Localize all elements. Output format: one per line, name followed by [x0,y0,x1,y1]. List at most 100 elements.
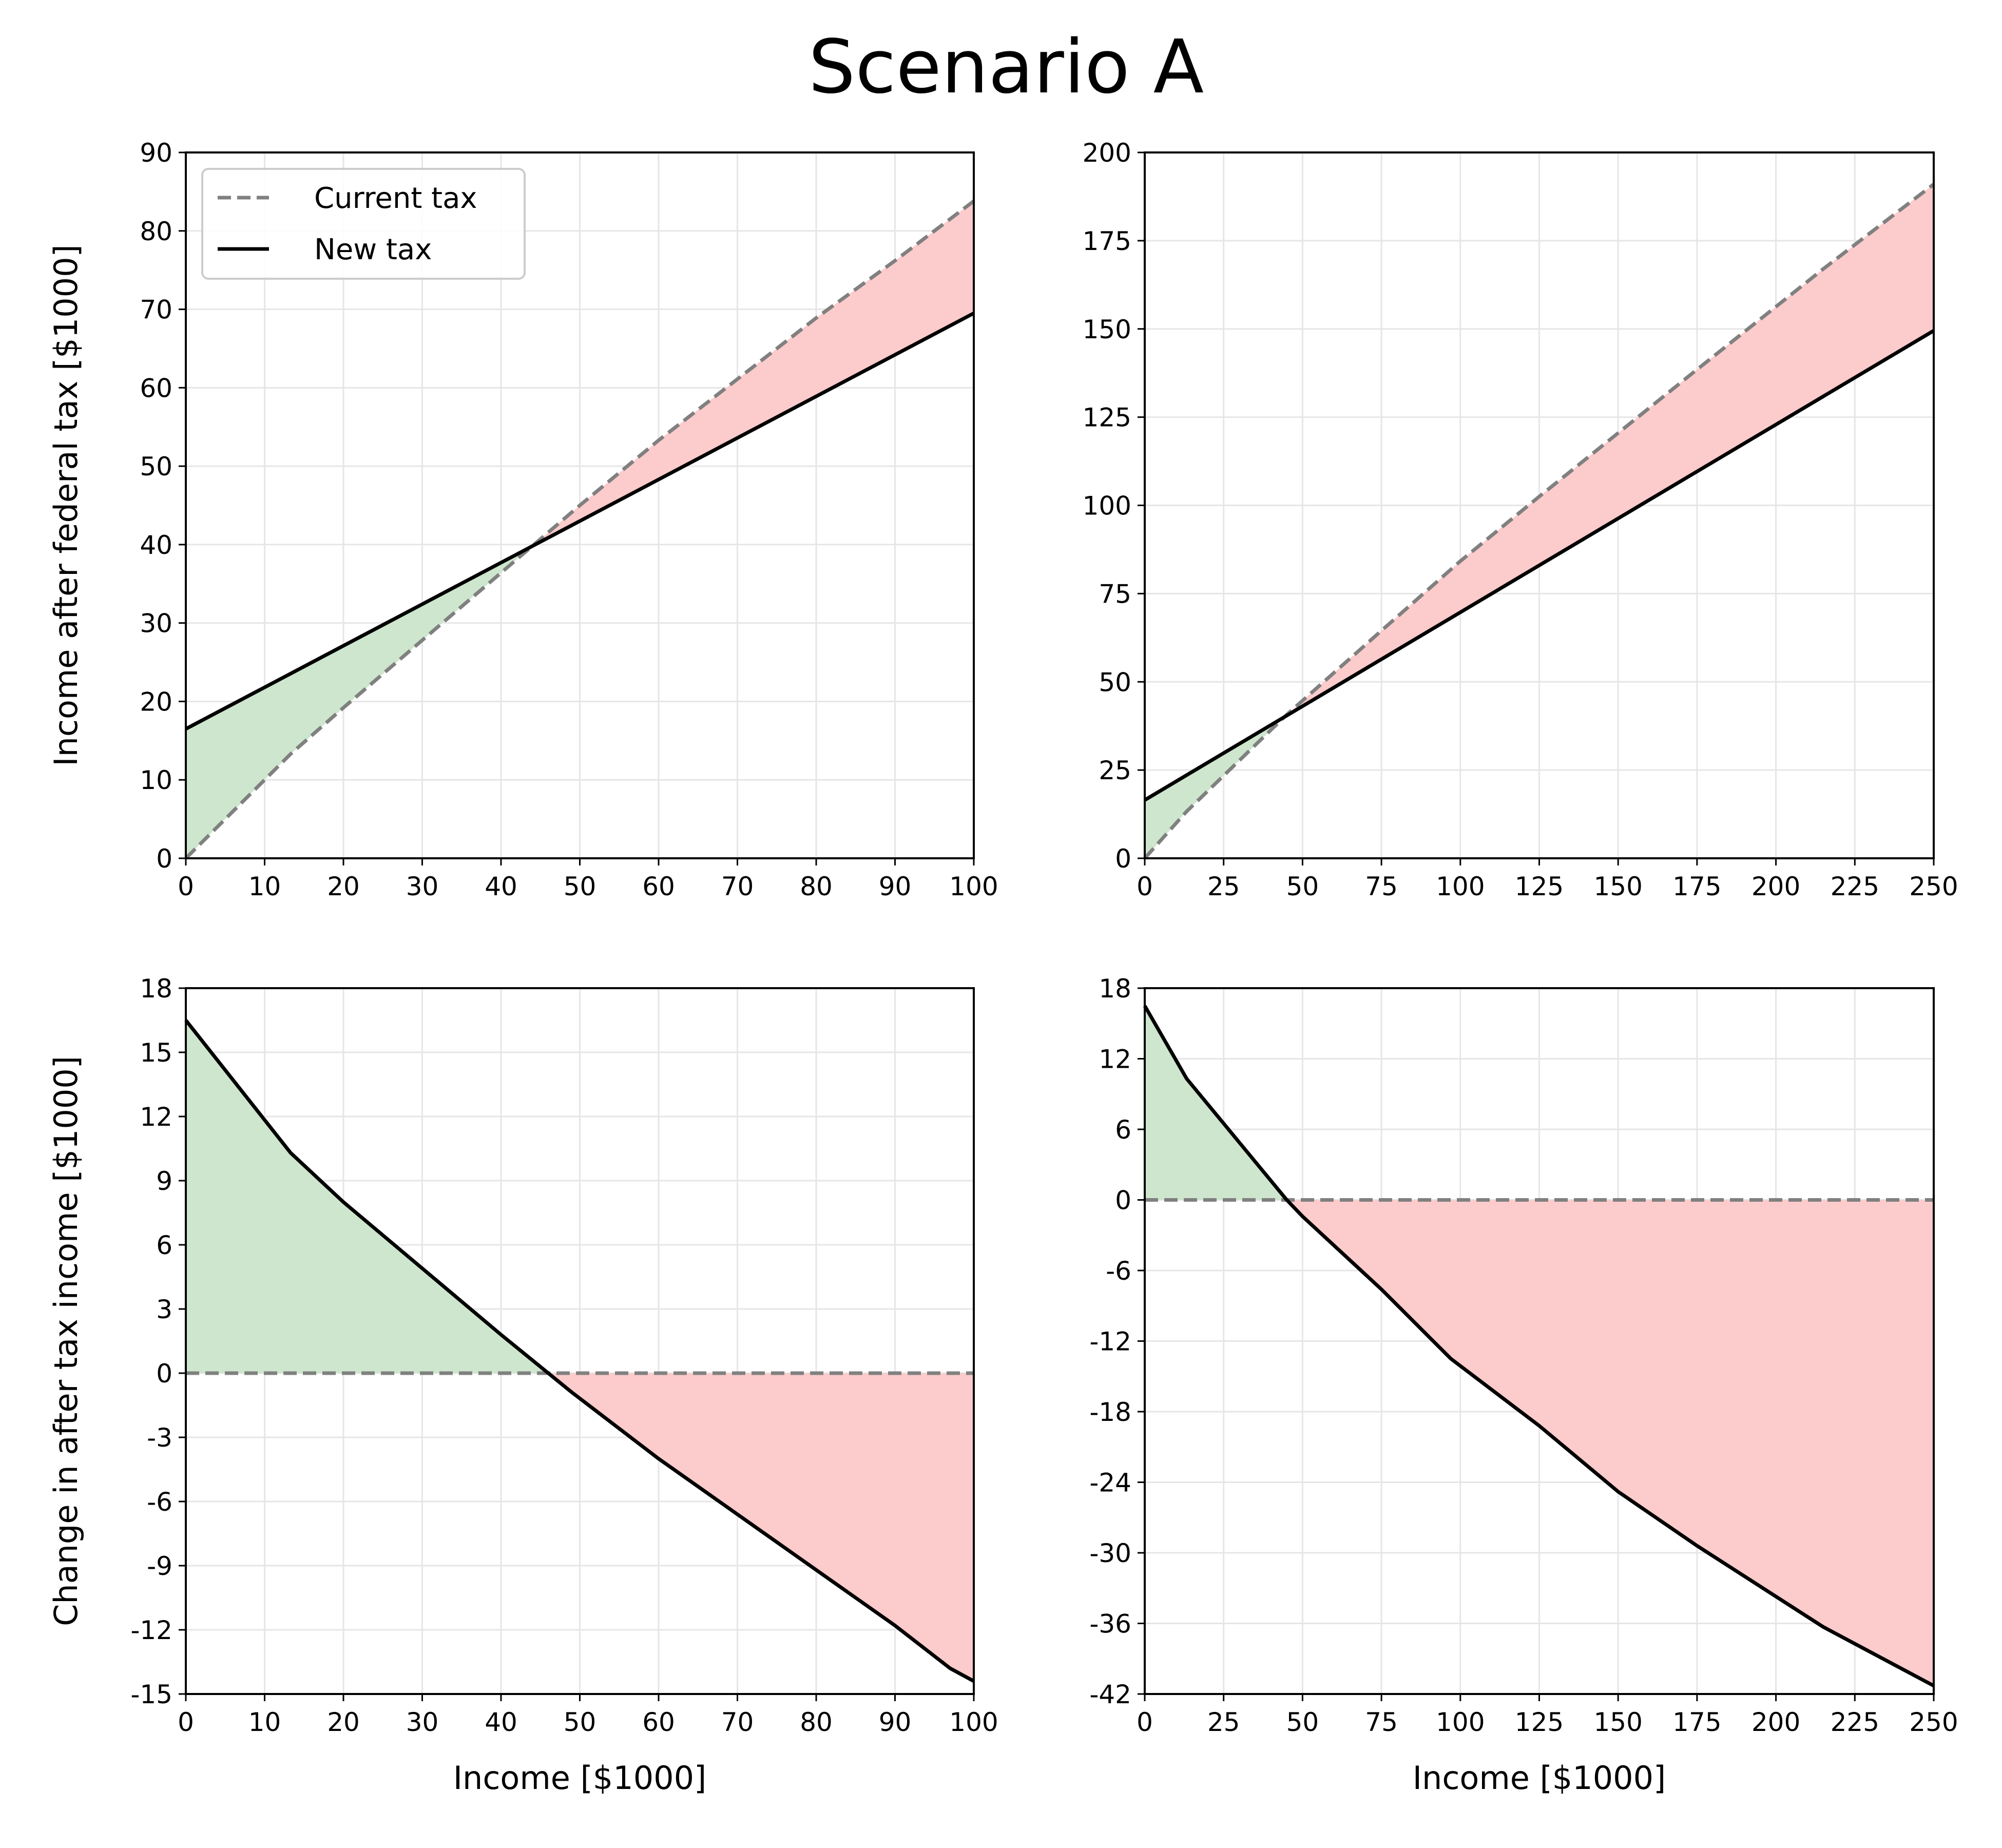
panel-2: 0 25 50 75 100 125 150 175 200 225 250 0 25 50 75 100 12… [1083,138,1958,901]
y-tick-label: 80 [140,217,172,246]
y-tick-label: 6 [156,1230,172,1260]
y-tick-label: 15 [140,1038,172,1068]
x-tick-label: 250 [1909,1707,1958,1737]
x-tick-label: 175 [1672,1707,1721,1737]
y-tick-label: 90 [140,138,172,168]
x-tick-label: 0 [178,1707,194,1737]
y-tick-label: 0 [1115,844,1131,874]
y-tick-label: 0 [1115,1186,1131,1216]
x-tick-label: 75 [1365,1707,1398,1737]
x-tick-label: 40 [485,1707,517,1737]
x-tick-label: 225 [1831,1707,1879,1737]
y-tick-label: 0 [156,844,172,874]
x-tick-label: 0 [1137,872,1153,901]
gain-area [1145,717,1284,858]
y-tick-label: -9 [147,1551,172,1581]
legend-current-label: Current tax [314,182,477,215]
x-tick-label: 100 [1436,872,1485,901]
y-tick-label: -42 [1089,1680,1131,1709]
current-tax-line [1143,183,1935,860]
panel-1: 0 10 20 30 40 50 60 70 80 90 100 0 10 20 30 40 50 60 70 80 9… [47,138,998,901]
y-tick-label: 175 [1083,226,1131,256]
y-tick-label: -6 [1106,1256,1131,1286]
panel-4: 0 25 50 75 100 125 150 175 200 225 250 -42 -36 -30 -24… [1089,974,1958,1797]
x-tick-label: 0 [178,872,194,901]
y-tick-label: 125 [1083,403,1131,433]
x-tick-label: 70 [721,1707,754,1737]
y-tick-label: 200 [1083,138,1131,168]
x-tick-label: 20 [327,1707,360,1737]
x-tick-label: 20 [327,872,360,901]
x-tick-label: 80 [800,1707,833,1737]
x-tick-label: 40 [485,872,517,901]
new-tax-line [1143,1005,1935,1688]
y-tick-label: 6 [1115,1115,1131,1145]
y-tick-label: 18 [140,974,172,1004]
y-tick-label: -36 [1089,1609,1131,1639]
x-tick-label: 150 [1593,1707,1642,1737]
y-tick-label: 30 [140,609,172,639]
x-tick-label: 125 [1515,1707,1564,1737]
new-tax-line [1144,329,1935,802]
x-tick-label: 60 [642,1707,675,1737]
loss-area [532,201,974,547]
x-tick-label: 50 [1286,1707,1319,1737]
new-tax-line [184,1019,975,1683]
y-tick-label: 0 [156,1359,172,1389]
y-tick-label: 10 [140,765,172,795]
x-tick-label: 100 [949,1707,998,1737]
x-axis-label: Income [$1000] [453,1759,706,1797]
x-tick-label: 80 [800,872,833,901]
panel-3: 0 10 20 30 40 50 60 70 80 90 100 -15 -12 -9 -6 -3 0 3 6 9 12… [47,974,998,1797]
x-tick-label: 175 [1672,872,1721,901]
panels: 0 10 20 30 40 50 60 70 80 90 100010203040506070809… [47,138,1958,1797]
x-tick-label: 10 [248,872,281,901]
y-tick-label: -24 [1089,1468,1131,1498]
x-tick-label: 225 [1831,872,1879,901]
y-tick-label: 50 [140,452,172,482]
loss-area [1284,184,1934,717]
x-tick-label: 25 [1207,872,1240,901]
y-tick-label: -30 [1089,1538,1131,1568]
legend-box [201,168,526,280]
y-tick-label: 150 [1083,315,1131,344]
y-tick-label: -6 [147,1487,172,1517]
x-tick-label: 30 [406,1707,439,1737]
x-tick-label: 200 [1751,1707,1800,1737]
gain-area [186,1020,549,1373]
y-tick-label: 50 [1099,667,1131,697]
y-tick-label: -18 [1089,1397,1131,1427]
current-tax-line [184,199,975,860]
figure-title: Scenario A [808,24,1204,110]
gain-area [1145,1006,1287,1200]
x-tick-label: 90 [879,1707,912,1737]
x-tick-label: 30 [406,872,439,901]
new-tax-line [185,312,975,731]
gain-area [186,546,532,858]
x-tick-label: 100 [949,872,998,901]
x-tick-label: 0 [1137,1707,1153,1737]
y-tick-label: 100 [1083,491,1131,521]
y-tick-label: 12 [140,1102,172,1132]
x-tick-label: 250 [1909,872,1958,901]
y-tick-label: 18 [1099,974,1131,1004]
y-tick-label: 12 [1099,1045,1131,1074]
legend-new-label: New tax [314,233,432,266]
y-tick-label: 60 [140,373,172,403]
y-axis-label: Change in after tax income [$1000] [47,1056,85,1626]
y-tick-label: 3 [156,1295,172,1324]
x-tick-label: 90 [879,872,912,901]
y-tick-label: -12 [130,1615,172,1645]
x-tick-label: 150 [1593,872,1642,901]
y-tick-label: -3 [147,1423,172,1453]
y-tick-label: -12 [1089,1327,1131,1357]
y-tick-label: -15 [130,1680,172,1709]
y-axis-label: Income after federal tax [$1000] [47,244,85,766]
x-tick-label: 50 [1286,872,1319,901]
x-tick-label: 200 [1751,872,1800,901]
x-tick-label: 60 [642,872,675,901]
x-tick-label: 10 [248,1707,281,1737]
x-tick-label: 25 [1207,1707,1240,1737]
